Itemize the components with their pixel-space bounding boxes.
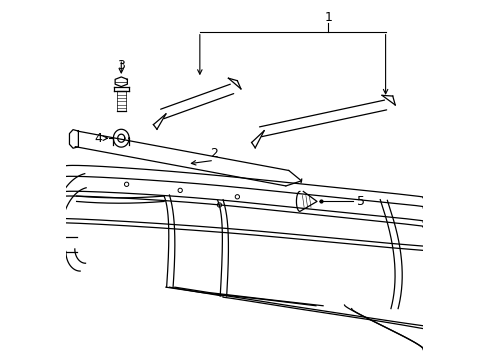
Text: 3: 3 <box>117 59 125 72</box>
Text: 1: 1 <box>324 11 332 24</box>
Text: 4: 4 <box>94 132 102 145</box>
Text: 5: 5 <box>356 195 364 208</box>
Text: 2: 2 <box>210 147 218 160</box>
